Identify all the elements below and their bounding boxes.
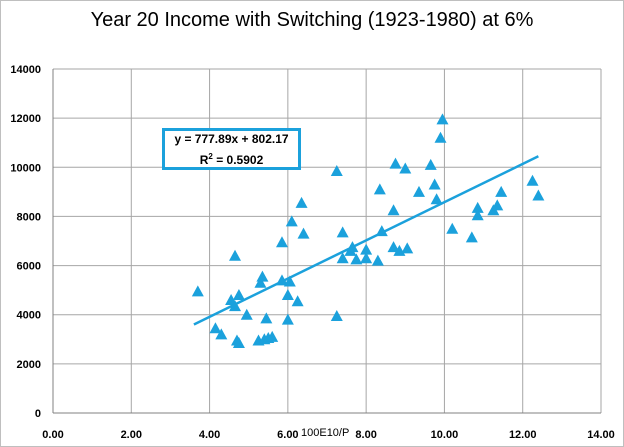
r-squared-value: = 0.5902	[212, 153, 264, 167]
x-axis-label: 100E10/P	[301, 427, 350, 439]
data-point	[399, 162, 412, 174]
data-point	[336, 226, 349, 238]
data-point	[254, 276, 267, 288]
x-tick-label: 6.00	[277, 429, 298, 441]
data-point	[260, 312, 273, 324]
data-point	[436, 113, 449, 125]
data-point	[229, 249, 242, 261]
trendline	[193, 155, 539, 326]
data-point	[495, 185, 508, 197]
data-point	[285, 215, 298, 227]
x-tick-label: 12.00	[509, 429, 537, 441]
data-point	[232, 289, 245, 301]
data-point	[424, 158, 437, 170]
data-point	[281, 289, 294, 301]
data-point	[283, 275, 296, 287]
trendline-equation-box: y = 777.89x + 802.17 R2 = 0.5902	[162, 128, 301, 170]
data-point	[401, 242, 414, 254]
data-point	[471, 209, 484, 221]
y-tick-label: 2000	[17, 359, 41, 371]
data-point	[240, 308, 253, 320]
data-point	[350, 253, 363, 265]
data-point	[330, 164, 343, 176]
x-tick-label: 2.00	[121, 429, 142, 441]
data-point	[389, 157, 402, 169]
data-point	[465, 231, 478, 243]
trendline-equation: y = 777.89x + 802.17	[174, 132, 289, 146]
data-point	[434, 131, 447, 143]
data-point	[266, 330, 279, 342]
y-tick-label: 10000	[10, 162, 41, 174]
data-point	[281, 313, 294, 325]
y-tick-label: 6000	[17, 261, 41, 273]
y-tick-label: 12000	[10, 113, 41, 125]
y-tick-label: 4000	[17, 310, 41, 322]
data-point	[330, 309, 343, 321]
y-tick-label: 0	[35, 408, 41, 420]
data-point	[526, 174, 539, 186]
data-point	[191, 285, 204, 297]
data-point	[371, 254, 384, 266]
data-point	[446, 222, 459, 234]
x-tick-label: 8.00	[355, 429, 376, 441]
data-point	[373, 183, 386, 195]
x-tick-label: 0.00	[42, 429, 63, 441]
data-point	[209, 322, 222, 334]
x-tick-label: 4.00	[199, 429, 220, 441]
data-point	[295, 196, 308, 208]
data-point	[215, 328, 228, 340]
data-point	[491, 199, 504, 211]
data-point	[387, 204, 400, 216]
data-point	[275, 236, 288, 248]
r-squared-label: R2 = 0.5902	[165, 148, 298, 169]
data-point	[291, 295, 304, 307]
data-point	[256, 270, 269, 282]
data-point	[428, 178, 441, 190]
data-point	[275, 274, 288, 286]
data-point	[412, 185, 425, 197]
x-tick-label: 10.00	[431, 429, 459, 441]
data-point	[360, 252, 373, 264]
data-point	[471, 201, 484, 213]
r-squared-sup: 2	[208, 152, 213, 161]
r-squared-prefix: R	[199, 153, 209, 167]
data-point	[360, 243, 373, 255]
data-point	[532, 189, 545, 201]
chart-title: Year 20 Income with Switching (1923-1980…	[90, 9, 534, 31]
data-point	[346, 241, 359, 253]
data-point	[375, 225, 388, 237]
data-point	[229, 300, 242, 312]
data-point	[297, 227, 310, 239]
x-tick-label: 14.00	[587, 429, 615, 441]
y-tick-label: 8000	[17, 211, 41, 223]
y-tick-label: 14000	[10, 64, 41, 76]
data-point	[232, 336, 245, 348]
data-point	[336, 252, 349, 264]
data-point	[430, 193, 443, 205]
data-point	[387, 241, 400, 253]
